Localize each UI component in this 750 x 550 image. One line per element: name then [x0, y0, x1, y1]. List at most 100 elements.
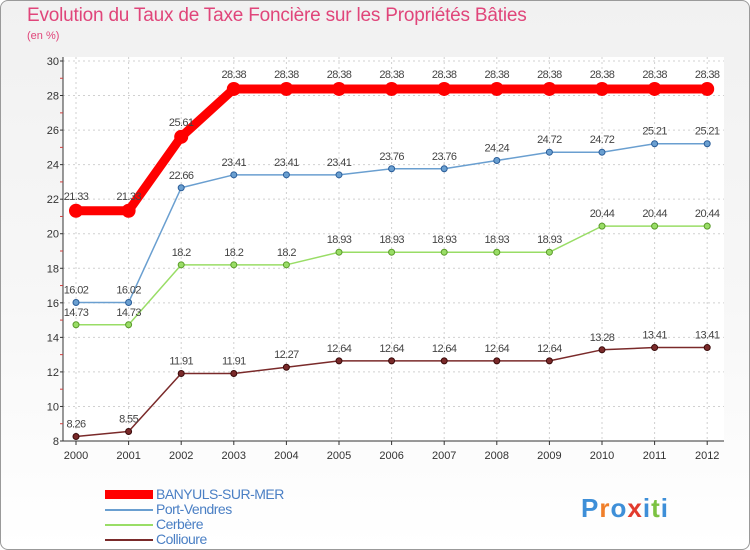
data-label-banyuls: 28.38: [537, 69, 562, 81]
x-tick-label: 2004: [274, 450, 298, 462]
data-label-banyuls: 28.38: [695, 69, 720, 81]
data-point-collioure: [177, 369, 185, 377]
data-label-cerbere: 14.73: [116, 307, 141, 319]
y-tick-label: 10: [47, 401, 59, 413]
data-point-banyuls: [69, 203, 83, 218]
data-point-port-vendres: [598, 148, 606, 156]
data-point-collioure: [230, 369, 238, 377]
data-label-port-vendres: 23.41: [327, 157, 352, 169]
legend-swatch-collioure: [105, 539, 153, 541]
y-tick-label: 28: [47, 91, 59, 103]
data-point-banyuls: [121, 203, 136, 218]
data-point-port-vendres: [72, 298, 80, 306]
data-label-banyuls: 28.38: [379, 69, 404, 81]
legend-label-collioure: Collioure: [156, 531, 207, 547]
data-label-collioure: 8.55: [119, 414, 138, 426]
data-point-collioure: [335, 357, 343, 365]
data-point-cerbere: [230, 261, 238, 269]
data-point-cerbere: [545, 248, 553, 256]
chart-unit-label: (en %): [27, 30, 60, 42]
data-point-banyuls: [700, 81, 715, 96]
data-label-banyuls: 28.38: [222, 69, 247, 81]
x-tick-label: 2011: [643, 450, 667, 462]
data-point-port-vendres: [177, 184, 185, 192]
data-point-port-vendres: [282, 171, 290, 179]
data-label-port-vendres: 24.72: [590, 134, 615, 146]
data-point-port-vendres: [335, 171, 343, 179]
data-label-cerbere: 18.2: [277, 247, 296, 259]
chart-title: Evolution du Taux de Taxe Foncière sur l…: [27, 5, 527, 26]
y-tick-label: 18: [47, 263, 59, 275]
x-tick-label: 2001: [116, 450, 140, 462]
y-tick-label: 24: [47, 160, 59, 172]
legend-swatch-cerbere: [105, 524, 153, 526]
data-point-banyuls: [595, 81, 609, 96]
data-point-collioure: [125, 428, 133, 435]
y-tick-label: 8: [53, 436, 59, 448]
x-tick-label: 2002: [169, 450, 193, 462]
data-label-port-vendres: 23.76: [432, 151, 457, 163]
data-point-port-vendres: [125, 298, 133, 306]
data-point-cerbere: [493, 248, 501, 256]
x-tick-label: 2000: [64, 450, 88, 462]
data-label-cerbere: 18.2: [224, 247, 243, 259]
data-label-banyuls: 21.33: [116, 191, 141, 203]
data-label-cerbere: 18.93: [327, 234, 352, 246]
x-tick-label: 2007: [432, 450, 456, 462]
legend-label-port-vendres: Port-Vendres: [156, 501, 232, 517]
x-tick-label: 2009: [537, 450, 561, 462]
data-label-port-vendres: 23.41: [274, 157, 299, 169]
data-point-collioure: [388, 357, 396, 365]
y-tick-label: 20: [47, 229, 59, 241]
data-point-cerbere: [703, 222, 711, 230]
data-point-banyuls: [332, 81, 346, 96]
data-label-collioure: 12.64: [327, 343, 352, 355]
data-point-port-vendres: [440, 165, 448, 173]
data-label-collioure: 12.64: [485, 343, 510, 355]
data-point-cerbere: [125, 321, 133, 329]
data-point-collioure: [72, 433, 80, 441]
data-label-port-vendres: 24.72: [537, 134, 562, 146]
data-label-cerbere: 18.93: [432, 234, 457, 246]
data-label-port-vendres: 25.21: [695, 126, 720, 138]
data-label-port-vendres: 16.02: [116, 284, 141, 296]
data-label-collioure: 11.91: [222, 355, 246, 367]
data-point-collioure: [703, 344, 711, 352]
data-label-collioure: 12.64: [537, 343, 562, 355]
x-tick-label: 2008: [485, 450, 509, 462]
data-label-cerbere: 14.73: [64, 307, 89, 319]
data-point-port-vendres: [230, 171, 238, 179]
data-label-port-vendres: 24.24: [485, 142, 510, 154]
data-point-collioure: [493, 357, 501, 365]
y-tick-label: 14: [47, 332, 59, 344]
data-label-banyuls: 28.38: [642, 69, 667, 81]
data-point-port-vendres: [493, 156, 501, 164]
data-label-banyuls: 28.38: [274, 69, 299, 81]
data-point-port-vendres: [388, 165, 396, 173]
legend-label-banyuls: BANYULS-SUR-MER: [156, 486, 284, 502]
data-point-banyuls: [542, 81, 557, 96]
x-tick-label: 2010: [590, 450, 614, 462]
data-point-port-vendres: [545, 148, 553, 156]
logo-letter: r: [599, 493, 611, 523]
data-label-port-vendres: 23.76: [379, 151, 404, 163]
data-point-cerbere: [388, 248, 396, 256]
data-point-banyuls: [279, 81, 294, 96]
data-label-port-vendres: 23.41: [222, 157, 247, 169]
data-label-banyuls: 28.38: [327, 69, 352, 81]
logo-letter: P: [581, 493, 600, 523]
data-label-collioure: 8.26: [66, 419, 85, 431]
data-label-cerbere: 18.93: [485, 234, 510, 246]
data-label-banyuls: 28.38: [485, 69, 510, 81]
data-point-cerbere: [440, 248, 448, 256]
y-tick-label: 30: [47, 56, 59, 68]
legend-swatch-port-vendres: [105, 509, 153, 511]
data-label-collioure: 13.41: [695, 330, 720, 342]
logo-letter: t: [651, 493, 661, 523]
proxiti-logo: Proxiti: [581, 493, 669, 524]
data-point-banyuls: [437, 81, 452, 96]
data-label-cerbere: 20.44: [590, 208, 615, 220]
legend-label-cerbere: Cerbère: [156, 516, 204, 532]
